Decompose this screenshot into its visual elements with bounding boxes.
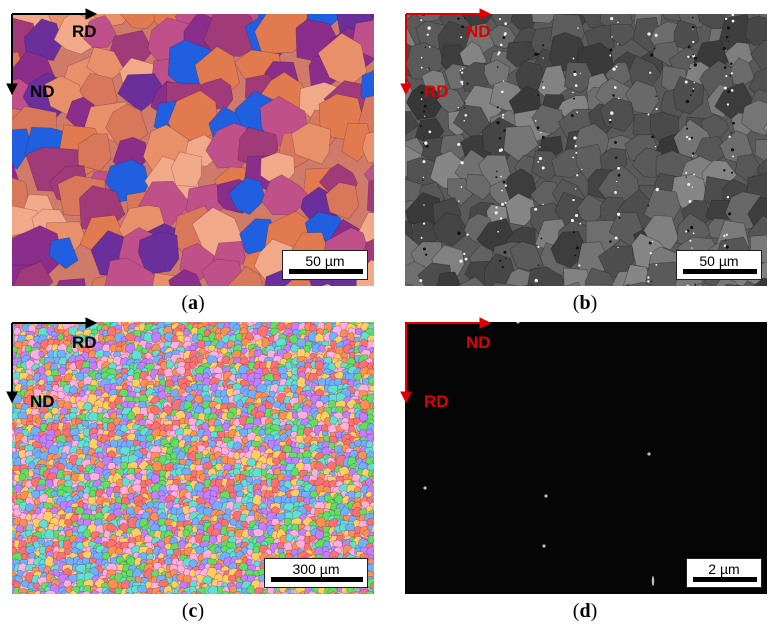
direction-arrows-c — [6, 317, 98, 404]
direction-arrows-b — [400, 8, 492, 96]
axis-label-a-y: ND — [30, 82, 55, 101]
caption-c: (c) — [181, 600, 205, 622]
axis-label-d-x: ND — [466, 333, 491, 352]
caption-d: (d) — [572, 600, 598, 622]
direction-arrows-a — [6, 8, 98, 96]
scale-bar-line-c — [271, 577, 363, 582]
panel-d-tem-image — [405, 322, 767, 594]
scale-bar-c: 300 µm — [264, 558, 368, 588]
sem-micrograph-b — [405, 14, 767, 286]
scale-bar-label-d: 2 µm — [708, 561, 740, 577]
scale-bar-a: 50 µm — [282, 250, 368, 280]
scale-bar-label-c: 300 µm — [292, 561, 340, 577]
axis-label-b-y: RD — [424, 82, 449, 101]
scale-bar-line-d — [693, 577, 757, 582]
scale-bar-label-a: 50 µm — [305, 253, 345, 269]
dark-field-image-d — [405, 322, 767, 594]
axis-label-b-x: ND — [466, 22, 491, 41]
scale-bar-label-b: 50 µm — [699, 253, 739, 269]
caption-b: (b) — [572, 292, 598, 314]
axis-label-a-x: RD — [72, 22, 97, 41]
direction-arrows-d — [400, 317, 492, 404]
scale-bar-d: 2 µm — [686, 558, 762, 588]
scale-bar-b: 50 µm — [676, 250, 762, 280]
caption-a: (a) — [181, 292, 205, 314]
panel-b-sem-image — [405, 14, 767, 286]
axis-label-d-y: RD — [424, 392, 449, 411]
axis-label-c-x: RD — [72, 333, 97, 352]
axis-label-c-y: ND — [30, 392, 55, 411]
scale-bar-line-a — [289, 269, 363, 274]
scale-bar-line-b — [683, 269, 757, 274]
